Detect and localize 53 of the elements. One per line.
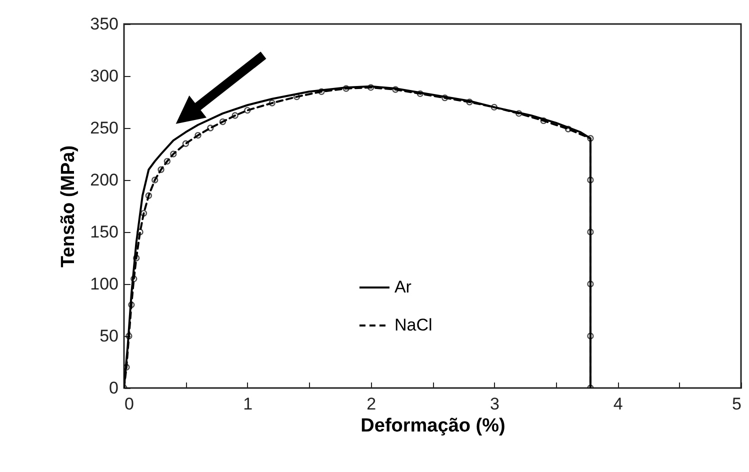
point (416, 90, 424, 98)
point (392, 86, 399, 93)
point (194, 132, 202, 139)
point (219, 118, 226, 126)
point (152, 176, 158, 184)
y-tick-label: 250 (90, 118, 118, 138)
y-tick-label: 200 (90, 170, 118, 190)
point (564, 126, 572, 132)
y-tick-label: 350 (90, 14, 118, 34)
point (268, 100, 276, 106)
y-tick-label: 50 (100, 326, 118, 346)
point (207, 124, 214, 132)
point (124, 364, 130, 371)
point (140, 210, 148, 217)
point (133, 254, 140, 262)
point (164, 158, 171, 165)
point (130, 275, 138, 282)
point (318, 88, 325, 95)
point (182, 140, 190, 147)
x-tick-label: 5 (732, 394, 742, 414)
point (516, 110, 522, 117)
point (232, 112, 238, 119)
point (158, 166, 164, 173)
point (126, 332, 132, 340)
point (490, 104, 498, 111)
point (136, 228, 144, 236)
legend-label: Ar (394, 278, 412, 297)
x-axis-title: Deformação (%) (360, 416, 506, 436)
point (170, 150, 177, 158)
y-tick-label: 0 (109, 378, 118, 398)
x-tick-label: 0 (124, 394, 134, 414)
point (367, 84, 374, 91)
x-tick-label: 1 (243, 394, 253, 414)
point (466, 98, 473, 106)
y-tick-label: 300 (90, 66, 118, 86)
x-tick-label: 2 (366, 394, 376, 414)
y-axis-title: Tensão (MPa) (58, 145, 80, 268)
point (587, 228, 594, 236)
x-tick-label: 3 (490, 394, 500, 414)
point (442, 94, 448, 102)
y-tick-label: 100 (90, 274, 118, 294)
point (128, 301, 135, 308)
point (244, 106, 251, 114)
point (587, 332, 594, 340)
point (145, 192, 152, 199)
x-tick-label: 4 (613, 394, 623, 414)
legend-label: NaCl (394, 316, 432, 335)
point (540, 117, 547, 124)
point (587, 280, 594, 288)
point (587, 135, 594, 142)
y-tick-label: 150 (90, 222, 118, 242)
point (342, 85, 350, 92)
point (587, 176, 594, 184)
